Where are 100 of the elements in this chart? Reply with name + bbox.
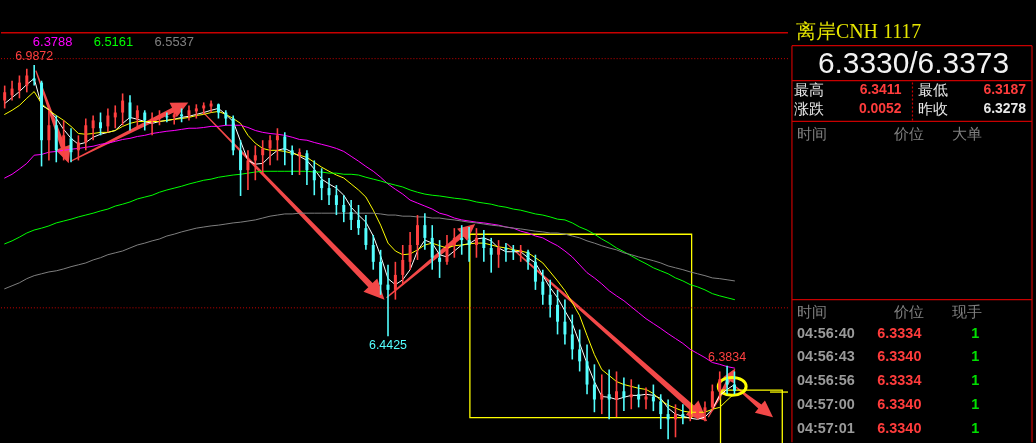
candlestick xyxy=(290,144,294,176)
text: 时间 xyxy=(796,302,827,320)
text: 6.3788 xyxy=(32,33,73,49)
candlestick xyxy=(393,261,397,301)
candlestick xyxy=(91,114,95,142)
candlestick xyxy=(703,400,707,423)
candlestick xyxy=(644,386,648,411)
candlestick xyxy=(497,239,501,269)
candlestick xyxy=(253,144,257,182)
candlestick xyxy=(143,109,147,132)
candlestick xyxy=(84,117,88,152)
text: 6.3334 xyxy=(877,372,922,389)
candlestick xyxy=(600,373,604,415)
candlestick xyxy=(533,253,537,291)
candlestick xyxy=(305,149,309,186)
candlestick xyxy=(283,131,287,167)
candlestick xyxy=(445,234,449,266)
candlestick xyxy=(62,119,66,162)
text: 离岸CNH 1117 xyxy=(795,19,922,42)
text: 1 xyxy=(971,420,980,437)
annotation: 6.9872 xyxy=(15,49,54,64)
candlestick xyxy=(401,244,405,286)
candlestick xyxy=(121,92,125,127)
text: 6.3334 xyxy=(877,324,922,341)
candlestick xyxy=(474,227,478,259)
text: 6.3340 xyxy=(877,396,922,413)
candlestick xyxy=(710,383,714,412)
text: 1 xyxy=(971,396,980,413)
text: 6.5161 xyxy=(93,33,134,49)
candlestick xyxy=(570,313,574,361)
candlestick xyxy=(172,109,176,126)
candlestick xyxy=(607,368,611,421)
text: 6.3187 xyxy=(983,80,1027,97)
candlestick xyxy=(334,184,338,216)
annotation: 6.3834 xyxy=(708,349,747,364)
candlestick xyxy=(415,214,419,261)
candlestick xyxy=(688,406,692,423)
candlestick xyxy=(99,111,103,137)
candlestick xyxy=(69,127,73,164)
candlestick xyxy=(209,99,213,114)
text: 1 xyxy=(971,348,980,365)
candlestick xyxy=(312,159,316,197)
candlestick xyxy=(25,67,29,94)
candlestick xyxy=(666,398,670,440)
candlestick xyxy=(202,101,206,116)
text: 1 xyxy=(971,324,980,341)
candlestick xyxy=(246,149,250,191)
candlestick xyxy=(423,212,427,251)
text: 6.3411 xyxy=(859,80,902,97)
text: 04:57:00 xyxy=(796,396,855,413)
candlestick xyxy=(526,249,530,271)
candlestick xyxy=(47,109,51,162)
text: 04:56:43 xyxy=(796,348,855,365)
candlestick xyxy=(592,363,596,414)
candlestick xyxy=(467,226,471,263)
candlestick xyxy=(165,111,169,124)
candlestick xyxy=(275,127,279,162)
candlestick xyxy=(76,134,80,162)
candlestick xyxy=(157,109,161,127)
candlestick xyxy=(106,107,110,134)
candlestick xyxy=(320,167,324,201)
text: 1 xyxy=(971,372,980,389)
text: 现手 xyxy=(952,302,983,320)
candlestick xyxy=(357,204,361,236)
candlestick xyxy=(674,403,677,439)
candlestick xyxy=(659,393,663,430)
candlestick xyxy=(482,229,486,263)
candlestick xyxy=(10,79,14,102)
candlestick xyxy=(430,224,434,271)
text: 6.3340 xyxy=(877,348,922,365)
candlestick xyxy=(298,147,302,176)
text: 6.3340 xyxy=(877,420,922,437)
text: 昨收 xyxy=(918,100,949,118)
candlestick xyxy=(371,234,375,271)
text: 大单 xyxy=(952,125,983,143)
candlestick xyxy=(489,237,493,274)
candlestick xyxy=(681,403,685,425)
annotation: 6.4425 xyxy=(368,338,408,353)
text: 6.3330/6.3373 xyxy=(817,45,1009,79)
candlestick xyxy=(615,370,619,418)
candlestick xyxy=(438,239,442,279)
candlestick xyxy=(578,328,582,373)
candlestick xyxy=(239,139,243,197)
candlestick xyxy=(563,298,567,346)
candlestick xyxy=(637,383,641,409)
candlestick xyxy=(17,74,21,100)
text: 最高 xyxy=(793,80,824,98)
candlestick xyxy=(342,194,346,223)
candlestick xyxy=(261,139,265,176)
candlestick xyxy=(3,84,7,110)
candlestick xyxy=(327,177,331,206)
text: 6.3278 xyxy=(983,100,1027,117)
candlestick xyxy=(379,249,383,296)
candlestick xyxy=(135,104,139,130)
text: 6.5537 xyxy=(154,33,194,49)
candlestick xyxy=(548,278,552,319)
text: 最低 xyxy=(918,80,949,98)
candlestick xyxy=(718,370,722,401)
text: 时间 xyxy=(796,125,827,143)
text: 价位 xyxy=(892,125,924,143)
